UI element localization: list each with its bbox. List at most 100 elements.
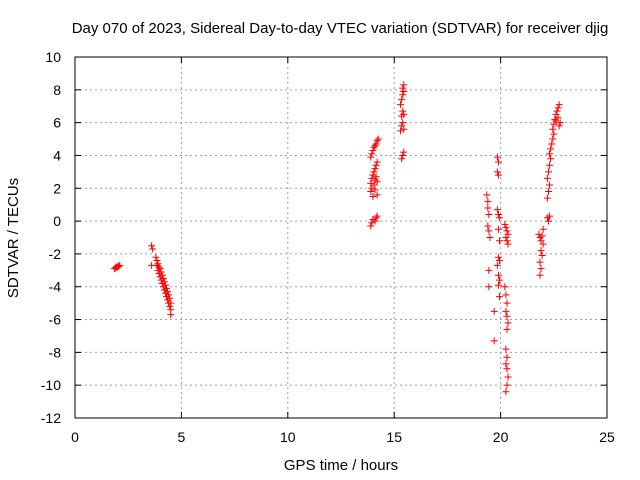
data-point	[369, 147, 377, 155]
data-point	[496, 293, 504, 301]
data-point	[550, 130, 558, 138]
data-points	[110, 81, 564, 396]
y-tick-label: -10	[41, 377, 61, 393]
chart-title: Day 070 of 2023, Sidereal Day-to-day VTE…	[72, 20, 609, 37]
data-point	[398, 155, 406, 163]
x-tick-label: 15	[386, 429, 402, 445]
data-point	[485, 211, 493, 219]
data-point	[548, 140, 556, 148]
data-point	[371, 142, 379, 150]
data-point	[399, 119, 407, 127]
y-tick-label: -6	[49, 312, 62, 328]
data-point	[503, 227, 511, 235]
data-point	[503, 299, 511, 307]
data-point	[538, 252, 546, 260]
y-tick-label: 6	[53, 115, 61, 131]
data-point	[544, 217, 552, 225]
data-point	[502, 360, 510, 368]
data-point	[554, 114, 562, 122]
data-point	[503, 237, 511, 245]
data-point	[400, 125, 408, 133]
data-point	[397, 127, 405, 135]
data-point	[490, 307, 498, 315]
data-point	[546, 161, 554, 169]
data-point	[503, 381, 511, 389]
axis-ticks: 0 5 10 15 20 25 -12 -10 -8 -6 -4 -2 0 2 4 6 8 10	[41, 49, 615, 445]
data-point	[400, 148, 408, 156]
data-point	[484, 204, 492, 212]
data-point	[158, 271, 166, 279]
data-point	[166, 294, 174, 302]
data-point	[372, 173, 380, 181]
data-point	[483, 191, 491, 199]
data-point	[485, 283, 493, 291]
data-point	[155, 263, 163, 271]
data-point	[493, 168, 501, 176]
y-tick-label: 4	[53, 147, 61, 163]
data-point	[502, 345, 510, 353]
data-point	[372, 214, 380, 222]
y-tick-label: 2	[53, 180, 61, 196]
data-point	[399, 91, 407, 99]
data-point	[494, 253, 502, 261]
data-point	[496, 237, 504, 245]
data-point	[397, 101, 405, 109]
data-point	[537, 265, 545, 273]
data-point	[163, 284, 171, 292]
y-tick-label: 10	[45, 49, 61, 65]
data-point	[503, 353, 511, 361]
data-point	[546, 150, 554, 158]
data-point	[369, 192, 377, 200]
data-point	[368, 219, 376, 227]
data-point	[539, 225, 547, 233]
data-point	[496, 276, 504, 284]
data-point	[152, 253, 160, 261]
data-point	[504, 240, 512, 248]
data-point	[546, 212, 554, 220]
data-point	[370, 168, 378, 176]
data-point	[367, 188, 375, 196]
data-point	[486, 234, 494, 241]
data-point	[539, 240, 547, 248]
data-point	[400, 87, 408, 95]
data-point	[494, 158, 502, 166]
data-point	[502, 234, 510, 241]
data-point	[501, 283, 509, 291]
data-point	[159, 275, 167, 283]
data-point	[543, 174, 551, 182]
data-point	[554, 104, 562, 112]
data-point	[399, 107, 407, 115]
data-point	[400, 81, 408, 89]
data-point	[494, 225, 502, 233]
data-point	[367, 179, 375, 187]
data-point	[367, 222, 375, 230]
data-point	[148, 242, 156, 250]
data-point	[547, 155, 555, 163]
data-point	[165, 291, 173, 299]
data-point	[161, 281, 169, 289]
data-point	[496, 256, 504, 264]
data-point	[551, 115, 559, 123]
y-tick-label: 0	[53, 213, 61, 229]
data-point	[373, 212, 381, 220]
x-tick-label: 10	[280, 429, 296, 445]
y-tick-label: -4	[49, 279, 62, 295]
data-point	[164, 288, 172, 296]
y-tick-label: 8	[53, 82, 61, 98]
data-point	[546, 181, 554, 189]
x-axis-label: GPS time / hours	[284, 457, 398, 474]
data-point	[490, 337, 498, 345]
data-point	[535, 230, 543, 238]
data-point	[484, 197, 492, 205]
y-tick-label: -2	[49, 246, 62, 262]
data-point	[502, 224, 510, 232]
data-point	[504, 319, 512, 327]
data-point	[556, 119, 564, 127]
data-point	[544, 168, 552, 176]
data-point	[553, 107, 561, 115]
data-point	[374, 135, 382, 143]
data-point	[493, 261, 501, 269]
data-point	[167, 299, 175, 307]
data-point	[536, 271, 544, 279]
